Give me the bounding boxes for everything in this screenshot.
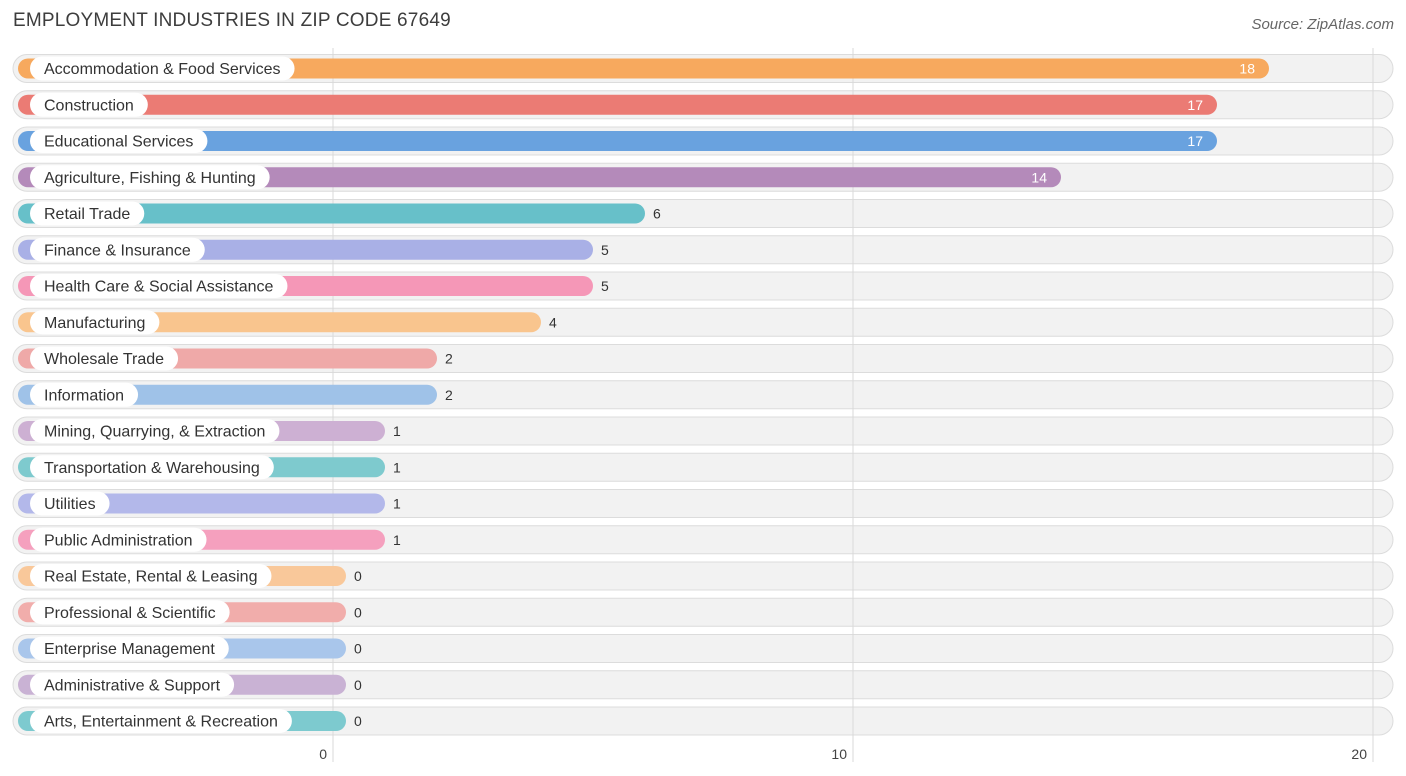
category-label: Accommodation & Food Services	[44, 61, 281, 78]
value-label: 1	[393, 532, 401, 548]
category-label: Health Care & Social Assistance	[44, 279, 274, 296]
category-label: Retail Trade	[44, 206, 130, 223]
value-label: 2	[445, 351, 453, 367]
category-label: Manufacturing	[44, 315, 145, 332]
category-label-pill	[30, 672, 235, 697]
category-label-pill	[30, 274, 288, 298]
value-label: 1	[393, 496, 401, 512]
row-background	[12, 634, 1394, 663]
category-label: Real Estate, Rental & Leasing	[44, 569, 257, 586]
row-background	[12, 670, 1394, 700]
chart-title: EMPLOYMENT INDUSTRIES IN ZIP CODE 67649	[13, 10, 451, 31]
category-label: Transportation & Warehousing	[44, 460, 260, 477]
category-label: Administrative & Support	[44, 677, 221, 694]
row-background	[12, 561, 1394, 591]
value-label: 14	[1031, 169, 1047, 185]
value-label: 18	[1239, 61, 1255, 77]
category-label: Information	[44, 387, 124, 404]
value-label: 0	[354, 641, 362, 657]
value-label: 0	[354, 568, 362, 584]
bar	[18, 58, 1269, 79]
row-background	[12, 706, 1394, 736]
category-label-pill	[30, 92, 148, 117]
value-label: 17	[1187, 133, 1203, 149]
bar	[18, 493, 385, 514]
category-label: Enterprise Management	[44, 641, 215, 658]
category-label-pill	[30, 310, 160, 335]
row-background	[12, 597, 1394, 627]
category-label-pill	[30, 419, 280, 443]
value-label: 0	[354, 604, 362, 620]
value-label: 5	[601, 278, 609, 294]
x-tick-label: 0	[319, 746, 327, 762]
category-label-pill	[30, 455, 274, 480]
category-label: Educational Services	[44, 134, 193, 151]
bar	[18, 167, 1061, 188]
value-label: 0	[354, 713, 362, 729]
category-label: Wholesale Trade	[44, 351, 164, 368]
category-label-pill	[30, 527, 207, 552]
category-label-pill	[30, 165, 270, 190]
source-credit: Source: ZipAtlas.com	[1251, 16, 1394, 33]
x-tick-label: 10	[831, 746, 847, 762]
x-tick-label: 20	[1351, 746, 1367, 762]
x-axis: 0 10 20	[319, 746, 1367, 762]
category-label: Finance & Insurance	[44, 242, 191, 259]
bar	[18, 94, 1217, 115]
value-label: 2	[445, 387, 453, 403]
category-label-pill	[30, 346, 179, 371]
value-label: 0	[354, 677, 362, 693]
category-label-pill	[30, 491, 110, 516]
category-label-pill	[30, 56, 295, 81]
category-label-pill	[30, 382, 139, 407]
category-label: Construction	[44, 97, 134, 114]
category-label: Public Administration	[44, 532, 193, 549]
value-label: 6	[653, 206, 661, 222]
category-label: Arts, Entertainment & Recreation	[44, 714, 278, 731]
category-label: Agriculture, Fishing & Hunting	[44, 170, 256, 187]
category-label-pill	[30, 237, 205, 262]
category-label: Mining, Quarrying, & Extraction	[44, 424, 265, 441]
category-label-pill	[30, 709, 292, 733]
bars: Accommodation & Food Services 18 Construct…	[18, 56, 1269, 733]
value-label: 4	[549, 314, 557, 330]
value-label: 17	[1187, 97, 1203, 113]
category-label-pill	[30, 129, 208, 153]
category-label: Professional & Scientific	[44, 605, 216, 622]
category-label-pill	[30, 564, 272, 588]
bar	[18, 131, 1217, 151]
value-label: 1	[393, 459, 401, 475]
category-label-pill	[30, 600, 230, 625]
category-label-pill	[30, 201, 145, 226]
bar	[18, 203, 645, 224]
category-label: Utilities	[44, 496, 96, 513]
value-label: 1	[393, 423, 401, 439]
category-label-pill	[30, 636, 229, 661]
value-label: 5	[601, 242, 609, 258]
